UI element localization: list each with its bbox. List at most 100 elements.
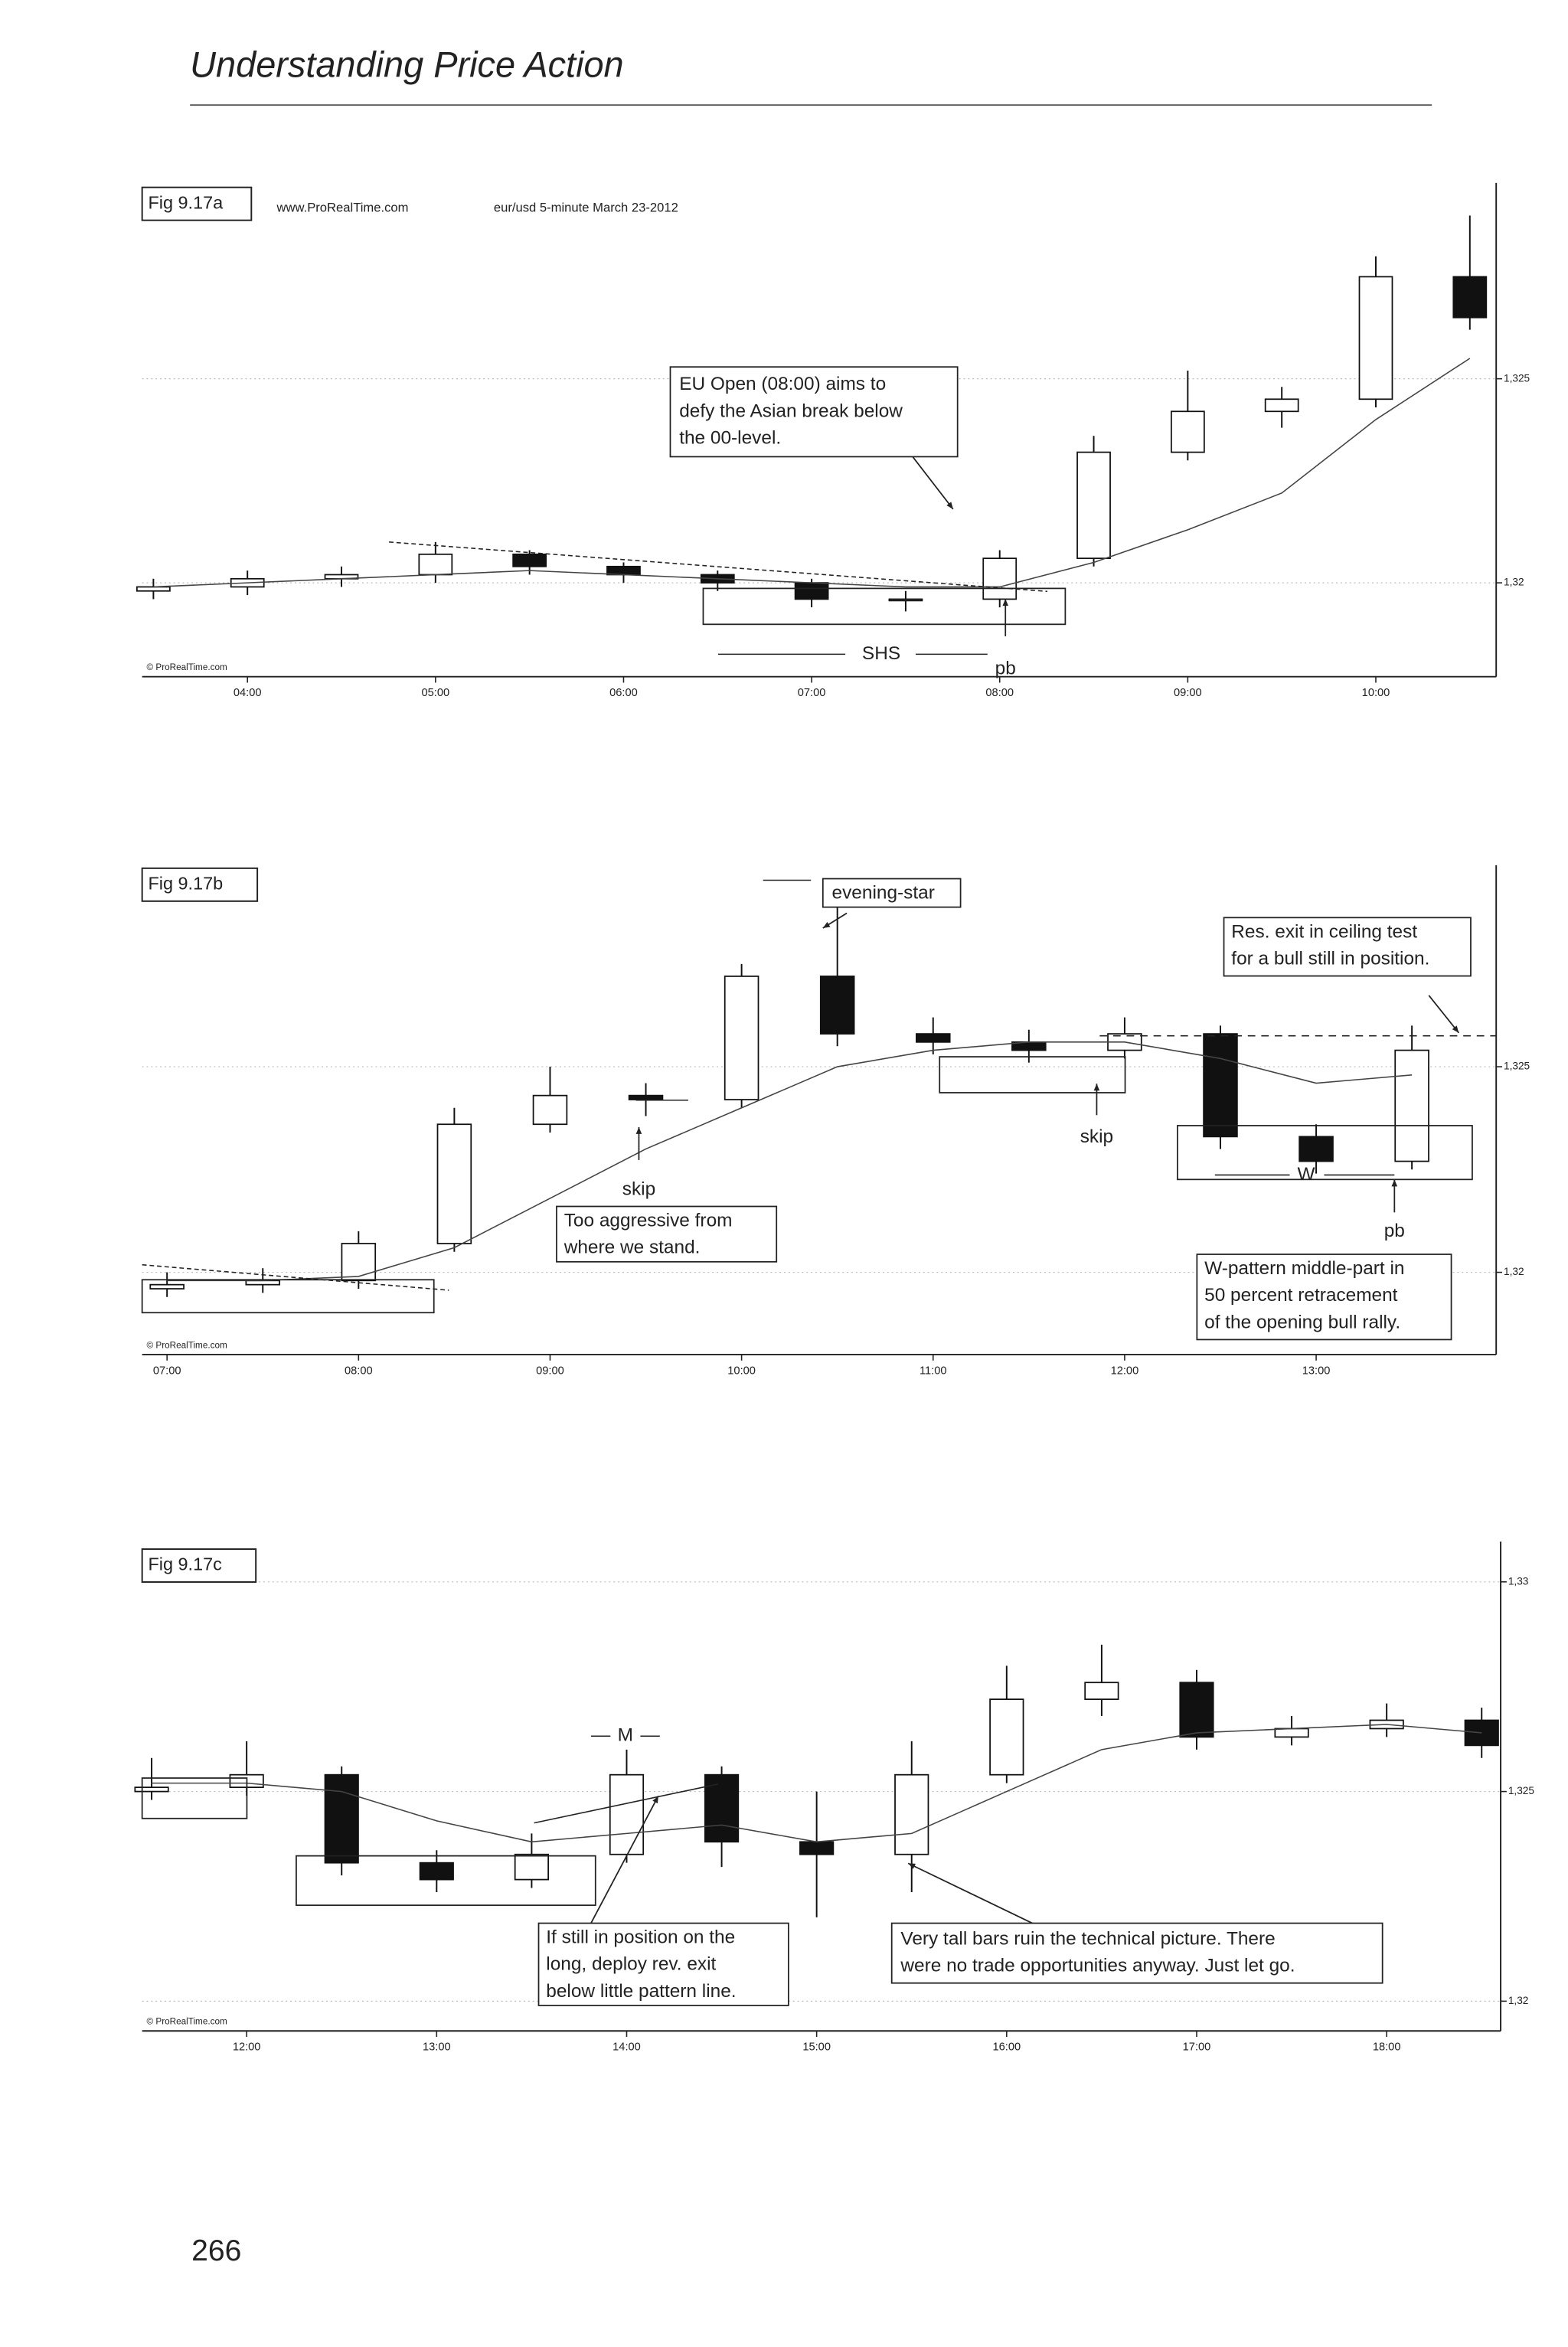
candle-body: [324, 1773, 359, 1864]
x-tick-label: 18:00: [1373, 2041, 1401, 2054]
candle-body: [134, 1786, 169, 1793]
annotation-text: defy the Asian break below: [679, 400, 903, 421]
candle-body: [1274, 1728, 1309, 1738]
candle-body: [724, 976, 760, 1100]
x-tick-label: 08:00: [345, 1365, 373, 1377]
candle-body: [436, 1123, 472, 1244]
candle-body: [915, 1033, 951, 1043]
annotation-text: Too aggressive from: [564, 1210, 733, 1231]
x-tick-label: 07:00: [153, 1365, 181, 1377]
annotation-text: were no trade opportunities anyway. Just…: [900, 1956, 1295, 1976]
candle-body: [512, 553, 547, 567]
annotation-box: [890, 1922, 1383, 1984]
annotation-text: skip: [622, 1178, 655, 1199]
candle-body: [149, 1283, 185, 1290]
annotation-text: EU Open (08:00) aims to: [679, 374, 886, 394]
arrow-head: [1452, 1025, 1459, 1033]
candle-body: [982, 557, 1018, 600]
candle-body: [1084, 1682, 1119, 1701]
candle-body: [532, 1094, 568, 1126]
x-tick-label: 16:00: [993, 2041, 1021, 2054]
arrow-head: [1002, 599, 1009, 606]
running-header: Understanding Price Action: [190, 45, 623, 85]
candle-body: [1394, 1049, 1429, 1162]
candle-body: [1170, 410, 1205, 453]
candle-body: [514, 1853, 549, 1881]
y-tick-label: 1,32: [1504, 577, 1524, 588]
arrow-head: [1093, 1084, 1100, 1091]
annotation-arrow: [907, 1862, 1033, 1924]
pattern-line: [389, 541, 1047, 593]
annotation-text: pb: [995, 658, 1016, 678]
candle-body: [419, 1862, 454, 1881]
candle-body: [418, 553, 453, 576]
x-tick-label: 11:00: [920, 1365, 947, 1377]
annotation-text: SHS: [862, 643, 900, 664]
y-tick-label: 1,325: [1504, 372, 1530, 384]
candle-body: [1076, 451, 1111, 560]
y-tick-label: 1,325: [1508, 1785, 1535, 1796]
x-tick-label: 12:00: [233, 2041, 261, 2054]
x-tick-label: 13:00: [1302, 1365, 1331, 1377]
chart-source: www.ProRealTime.com: [276, 200, 409, 214]
x-tick-label: 10:00: [727, 1365, 756, 1377]
arrow-head: [635, 1126, 642, 1134]
candle-body: [1203, 1033, 1238, 1138]
x-tick-label: 09:00: [1174, 687, 1202, 699]
watermark: © ProRealTime.com: [147, 2017, 227, 2027]
x-tick-label: 12:00: [1111, 1365, 1139, 1377]
annotation-box: [1196, 1254, 1452, 1341]
moving-average: [152, 1724, 1482, 1843]
page-number: 266: [191, 2234, 241, 2267]
pattern-box: [939, 1056, 1126, 1093]
annotation-text: Res. exit in ceiling test: [1231, 921, 1417, 942]
figure-label: Fig 9.17b: [148, 874, 223, 894]
pattern-box: [702, 587, 1067, 626]
candle-body: [888, 598, 923, 602]
y-tick-label: 1,32: [1508, 1995, 1529, 2006]
annotation-box: [1223, 917, 1472, 977]
x-tick-label: 17:00: [1183, 2041, 1211, 2054]
figure-label: Fig 9.17c: [148, 1554, 222, 1574]
figure-label-box: [141, 867, 259, 902]
x-tick-label: 14:00: [612, 2041, 641, 2054]
candle-body: [136, 586, 171, 592]
pattern-line: [142, 1263, 449, 1291]
watermark: © ProRealTime.com: [147, 662, 227, 672]
annotation-text: below little pattern line.: [546, 1981, 736, 2002]
pattern-box: [141, 1777, 248, 1819]
candle-body: [989, 1698, 1024, 1776]
candle-body: [1358, 276, 1393, 400]
annotation-text: of the opening bull rally.: [1204, 1312, 1400, 1332]
annotation-text: the 00-level.: [679, 427, 781, 448]
candle-body: [245, 1280, 281, 1286]
x-tick-label: 04:00: [234, 687, 262, 699]
x-tick-label: 15:00: [802, 2041, 831, 2054]
annotation-arrow: [912, 456, 954, 510]
x-tick-label: 09:00: [536, 1365, 564, 1377]
candle-body: [341, 1243, 377, 1282]
candle-body: [894, 1773, 929, 1855]
figure-label-box: [141, 186, 253, 221]
annotation-text: pb: [1384, 1221, 1405, 1241]
arrow-head: [652, 1796, 658, 1804]
candle-body: [628, 1094, 664, 1100]
candle-body: [609, 1773, 645, 1855]
pattern-box: [141, 1279, 435, 1314]
annotation-text: M: [618, 1725, 633, 1746]
candle-body: [1179, 1682, 1214, 1738]
annotation-text: Very tall bars ruin the technical pictur…: [900, 1929, 1275, 1950]
arrow-head: [908, 1863, 916, 1869]
candle-body: [1298, 1136, 1334, 1162]
candle-body: [704, 1773, 740, 1843]
arrow-head: [946, 502, 953, 509]
x-tick-label: 08:00: [985, 687, 1014, 699]
annotation-box: [669, 366, 959, 458]
moving-average: [153, 358, 1471, 588]
pattern-box: [1177, 1125, 1473, 1181]
arrow-head: [1391, 1179, 1398, 1187]
x-tick-label: 06:00: [609, 687, 638, 699]
annotation-text: long, deploy rev. exit: [546, 1954, 716, 1975]
annotation-text: If still in position on the: [546, 1927, 735, 1948]
